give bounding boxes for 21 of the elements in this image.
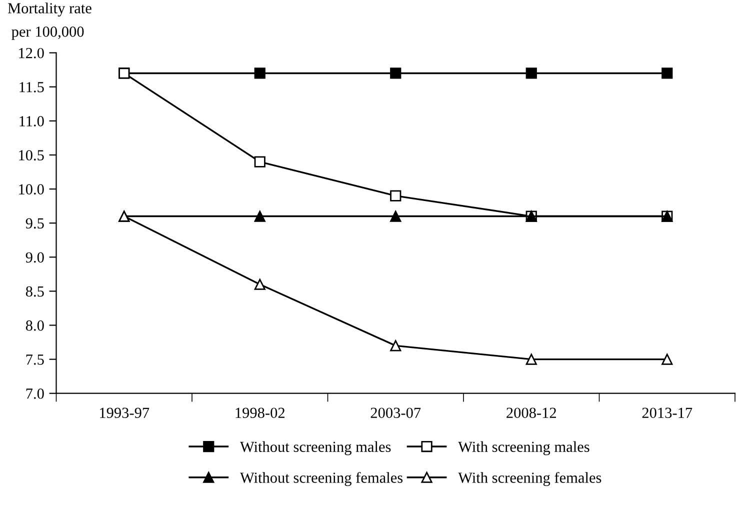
y-tick-label: 8.0 bbox=[26, 320, 44, 331]
legend-label: With screening males bbox=[458, 441, 590, 456]
y-tick-label: 9.5 bbox=[26, 218, 44, 229]
x-tick-label: 1998-02 bbox=[236, 408, 284, 418]
x-tick-label: 1993-97 bbox=[100, 408, 150, 418]
x-tick-label: 2003-07 bbox=[370, 408, 421, 418]
y-tick-label: 11.0 bbox=[20, 116, 44, 126]
y-tick-label: 9.0 bbox=[26, 252, 44, 263]
y-tick-label: 10.5 bbox=[19, 150, 44, 160]
y-tick-label: 11.5 bbox=[20, 82, 44, 92]
legend-label: Without screening males bbox=[240, 441, 391, 456]
y-tick-label: 7.5 bbox=[26, 354, 44, 365]
legend-label: With screening females bbox=[458, 472, 602, 486]
y-tick-label: 7.0 bbox=[26, 388, 44, 399]
y-tick-label: 10.0 bbox=[19, 184, 44, 195]
x-tick-label: 2008-12 bbox=[506, 408, 556, 418]
y-axis-title: Mortality rate per 100,000 bbox=[8, 2, 92, 40]
legend-label: Without screening females bbox=[240, 472, 403, 486]
y-tick-label: 12.0 bbox=[19, 48, 44, 58]
x-tick-label: 2013-17 bbox=[642, 408, 692, 418]
y-tick-label: 8.5 bbox=[26, 286, 44, 297]
